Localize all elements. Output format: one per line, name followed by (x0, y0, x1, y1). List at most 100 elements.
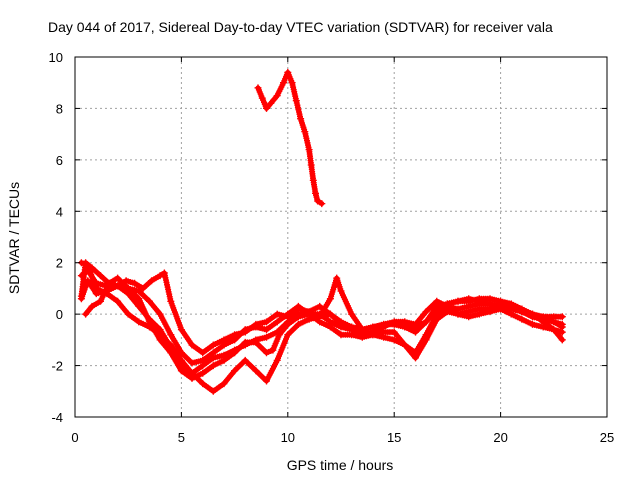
data-point (209, 349, 217, 357)
data-point (294, 320, 302, 328)
data-point (312, 189, 319, 197)
data-point (454, 310, 462, 318)
data-point (380, 333, 388, 341)
data-point (337, 323, 345, 331)
data-point (314, 197, 322, 205)
data-point (156, 310, 164, 318)
data-point (241, 326, 249, 334)
series-point-markers (255, 69, 325, 207)
data-point (454, 297, 462, 305)
data-point (273, 92, 281, 100)
series-layer (77, 68, 566, 395)
y-tick-label: 10 (49, 50, 63, 65)
data-point (258, 94, 266, 102)
data-point (220, 341, 228, 349)
grid (75, 57, 607, 417)
data-point (337, 287, 345, 295)
x-tick-label: 0 (71, 430, 78, 445)
data-point (529, 313, 536, 321)
data-point (135, 318, 143, 326)
data-point (269, 346, 277, 354)
data-point (412, 328, 419, 336)
data-point (348, 326, 356, 334)
data-point (84, 277, 92, 285)
data-point (380, 323, 388, 331)
data-point (550, 318, 558, 326)
x-tick-label: 5 (178, 430, 185, 445)
data-point (97, 272, 104, 280)
data-point (465, 308, 473, 316)
data-point (558, 336, 566, 344)
data-point (97, 297, 104, 305)
data-point (348, 310, 356, 318)
data-point (475, 305, 483, 313)
data-point (390, 328, 398, 336)
data-point (443, 302, 451, 310)
data-point (422, 308, 430, 316)
data-point (177, 349, 185, 357)
data-point (84, 261, 92, 269)
data-point (156, 272, 164, 280)
data-point (275, 331, 283, 339)
data-point (199, 369, 207, 377)
data-point (433, 297, 441, 305)
data-point (131, 279, 139, 287)
data-point (188, 359, 196, 367)
data-point (209, 362, 217, 370)
x-tick-label: 15 (387, 430, 401, 445)
data-point (497, 300, 505, 308)
data-point (252, 338, 260, 346)
data-point (220, 356, 228, 364)
data-point (139, 284, 147, 292)
axis-ticks: 0 5 10 15 20 25 -4 -2 0 2 4 6 8 10 (49, 50, 615, 445)
data-point (284, 331, 292, 339)
data-point (326, 310, 334, 318)
data-point (422, 331, 430, 339)
data-point (297, 115, 305, 123)
y-tick-label: 2 (56, 256, 63, 271)
data-point (558, 313, 566, 321)
data-point (369, 328, 377, 336)
data-point (177, 356, 185, 364)
data-point (105, 279, 113, 287)
data-point (390, 336, 398, 344)
data-point (146, 323, 153, 331)
data-point (114, 282, 122, 290)
data-point (263, 326, 270, 334)
data-point (124, 284, 132, 292)
data-point (273, 310, 281, 318)
data-point (241, 356, 249, 364)
series-point-markers (82, 275, 566, 366)
data-point (177, 326, 185, 334)
data-point (326, 295, 334, 303)
data-point (316, 310, 324, 318)
data-point (305, 146, 313, 154)
data-point (177, 367, 185, 375)
data-point (188, 341, 196, 349)
data-point (135, 287, 143, 295)
data-point (92, 284, 100, 292)
series-line (255, 69, 325, 207)
data-point (77, 295, 85, 303)
data-point (156, 331, 164, 339)
data-point (273, 356, 281, 364)
data-point (539, 315, 547, 323)
data-point (390, 318, 398, 326)
x-axis-label: GPS time / hours (287, 457, 394, 473)
data-point (263, 318, 270, 326)
data-point (550, 326, 558, 334)
data-point (486, 295, 494, 303)
data-point (254, 84, 262, 92)
y-axis-label: SDTVAR / TECUs (6, 182, 22, 294)
plot-frame (74, 56, 608, 418)
data-point (231, 349, 239, 357)
series-track-6 (254, 68, 326, 208)
data-point (167, 331, 175, 339)
data-point (294, 313, 302, 321)
data-point (280, 79, 287, 87)
data-point (301, 128, 309, 136)
data-point (284, 68, 292, 76)
data-point (305, 310, 313, 318)
data-point (146, 297, 153, 305)
